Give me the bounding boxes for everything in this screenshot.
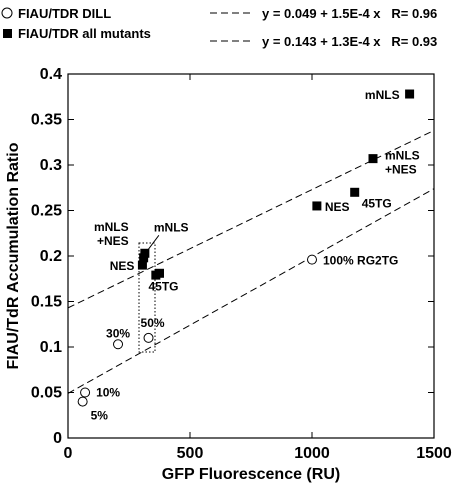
y-tick-label: 0.1: [40, 339, 62, 356]
data-point-mutant: [140, 248, 150, 258]
data-point-dill: [307, 254, 317, 265]
data-point-mutant: [139, 253, 149, 263]
legend-label-dill: FIAU/TDR DILL: [18, 6, 111, 21]
y-tick-label: 0.35: [31, 112, 62, 129]
data-point-mutant: [312, 201, 322, 211]
point-label: 5%: [91, 409, 109, 423]
highlight-box: [138, 242, 156, 353]
data-point-dill: [77, 396, 88, 407]
legend-fit-label-dill: y = 0.049 + 1.5E-4 x R= 0.96: [262, 6, 437, 21]
y-tick-label: 0.15: [31, 294, 62, 311]
regression-line-mutants: [67, 129, 435, 309]
data-point-mutant: [350, 187, 360, 197]
point-label: 45TG: [149, 279, 179, 293]
y-axis-title: FIAU/TdR Accumulation Ratio: [5, 142, 22, 369]
data-point-mutant: [155, 268, 164, 278]
y-tick-label: 0.2: [40, 248, 62, 265]
point-label: NES: [325, 200, 350, 214]
regression-line-dill: [67, 188, 435, 394]
x-tick-label: 500: [177, 445, 204, 462]
point-label: mNLS: [154, 220, 189, 234]
axis-ticks: 0 500 1000 1500 0 0.05 0.1 0.15 0.2 0.25 0.3 0.35 0.…: [31, 66, 452, 462]
data-point-dill: [80, 387, 91, 398]
legend-label-mutants: FIAU/TDR all mutants: [18, 26, 151, 41]
point-label: 50%: [141, 316, 165, 330]
data-labels: 5% 10% 30% 50% 100% RG2TG NES mNLS +NES mNLS 45TG…: [91, 88, 420, 423]
data-point-dill: [113, 339, 124, 350]
point-label: mNLS +NES: [385, 149, 420, 177]
label-connector: [146, 234, 160, 252]
x-tick-label: 0: [64, 445, 73, 462]
data-point-mutant: [405, 89, 415, 99]
legend-fit-label-mutants: y = 0.143 + 1.3E-4 x R= 0.93: [262, 34, 437, 49]
y-tick-label: 0.05: [31, 385, 62, 402]
point-label: 100% RG2TG: [323, 254, 398, 268]
y-tick-label: 0.3: [40, 157, 62, 174]
legend-marker-dill: [1, 7, 13, 19]
point-label: NES: [110, 259, 135, 273]
data-points: [77, 89, 415, 407]
y-tick-label: 0.25: [31, 203, 62, 220]
y-tick-label: 0.4: [40, 66, 62, 83]
point-label: 30%: [106, 326, 130, 340]
point-label: 10%: [96, 386, 120, 400]
x-axis-title: GFP Fluorescence (RU): [162, 466, 340, 483]
point-label: mNLS: [365, 88, 400, 102]
fit-lines: [67, 129, 435, 394]
legend-marker-mutants: [3, 29, 12, 38]
data-point-mutant: [368, 154, 378, 164]
y-tick-label: 0: [53, 430, 62, 447]
data-point-dill: [143, 332, 154, 343]
x-tick-label: 1500: [416, 445, 452, 462]
legend: FIAU/TDR DILL y = 0.049 + 1.5E-4 x R= 0.…: [1, 6, 437, 49]
point-label: mNLS +NES: [94, 220, 129, 248]
data-point-mutant: [137, 260, 147, 270]
point-label: 45TG: [362, 196, 392, 210]
x-tick-label: 1000: [294, 445, 330, 462]
